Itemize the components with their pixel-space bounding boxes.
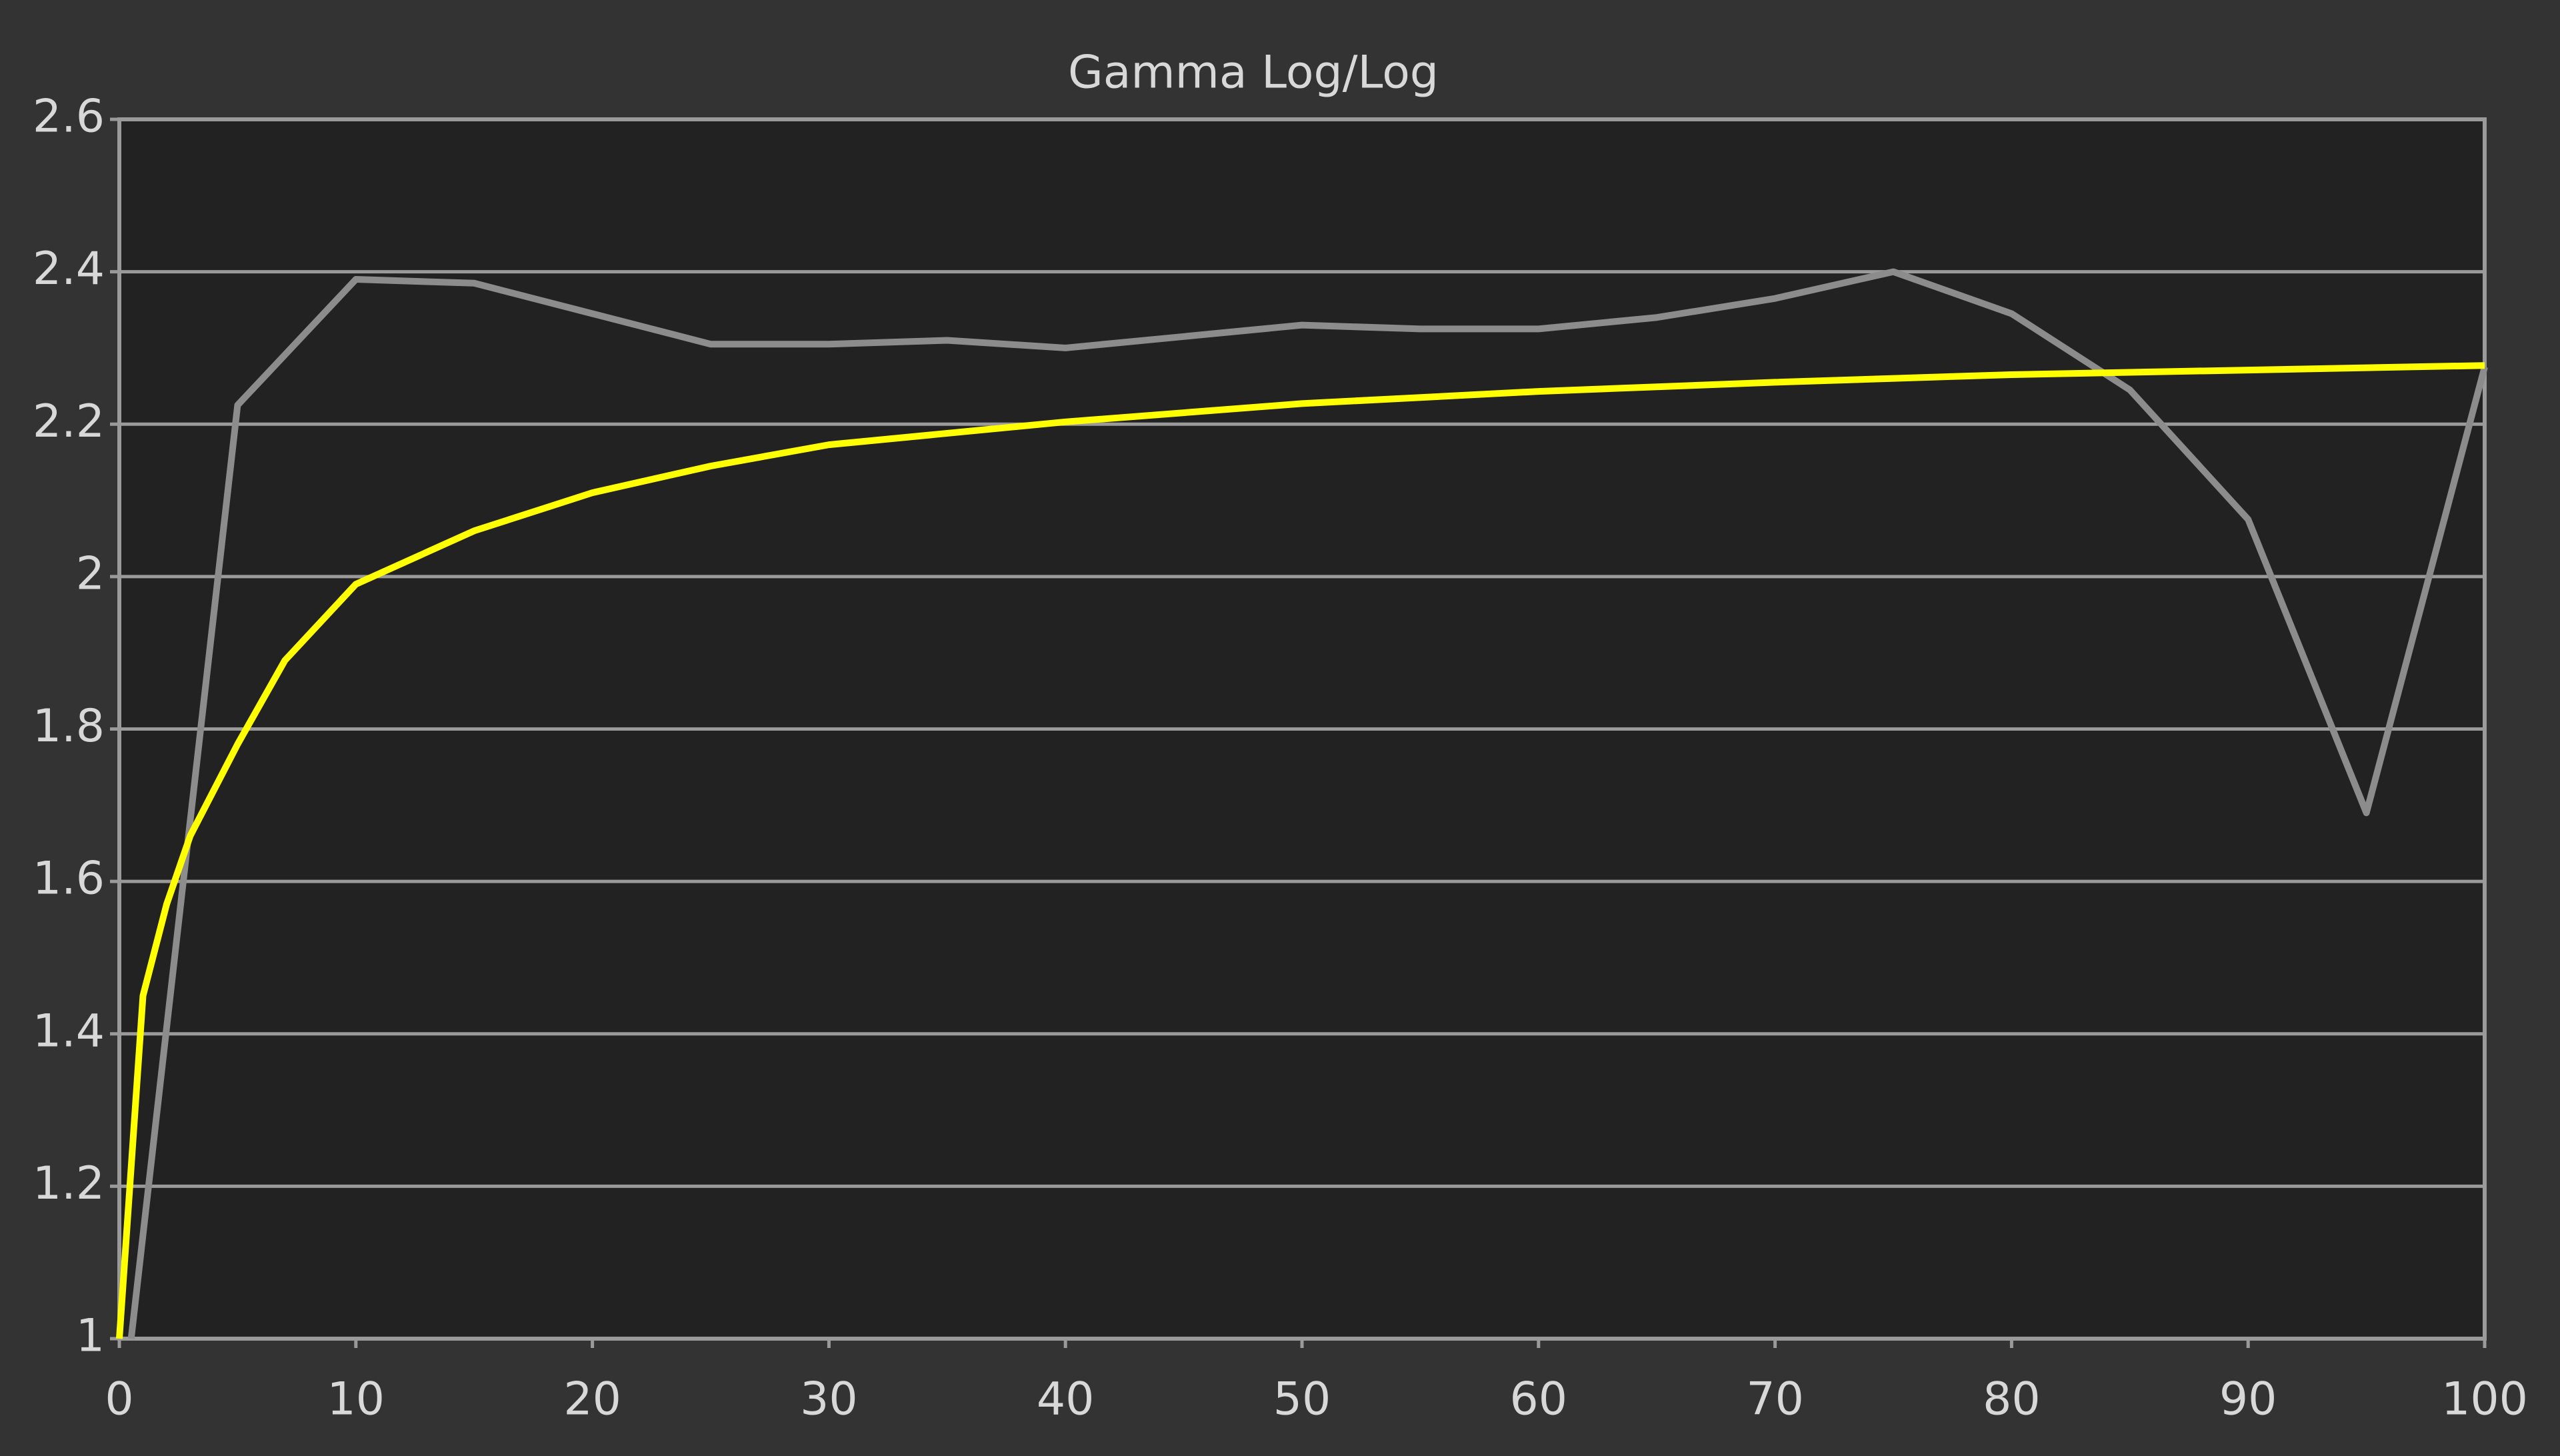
series-line <box>116 362 2485 1339</box>
y-tick-label: 1 <box>76 1310 105 1363</box>
y-tick-label: 2 <box>76 547 105 600</box>
y-tick-label: 2.2 <box>33 395 105 448</box>
x-tick-label: 0 <box>105 1373 133 1426</box>
chart-title: Gamma Log/Log <box>1068 47 1439 99</box>
y-tick-label: 1.8 <box>33 700 105 753</box>
x-tick-label: 80 <box>1983 1373 2041 1426</box>
y-tick-label: 1.6 <box>33 853 105 905</box>
plot-frame <box>117 117 2487 1341</box>
x-tick-label: 90 <box>2219 1373 2277 1426</box>
y-tick-label: 2.6 <box>33 91 105 143</box>
series-line <box>127 268 2488 1339</box>
y-tick-label: 1.2 <box>33 1157 105 1210</box>
x-tick-label: 10 <box>327 1373 385 1426</box>
x-tick-label: 50 <box>1273 1373 1331 1426</box>
y-tick-label: 1.4 <box>33 1005 105 1057</box>
x-tick-label: 30 <box>800 1373 858 1426</box>
x-tick-label: 20 <box>563 1373 621 1426</box>
x-tick-label: 100 <box>2441 1373 2528 1426</box>
x-tick-label: 40 <box>1037 1373 1095 1426</box>
x-tick-label: 70 <box>1746 1373 1804 1426</box>
y-tick-label: 2.4 <box>33 243 105 295</box>
x-tick-label: 60 <box>1510 1373 1568 1426</box>
